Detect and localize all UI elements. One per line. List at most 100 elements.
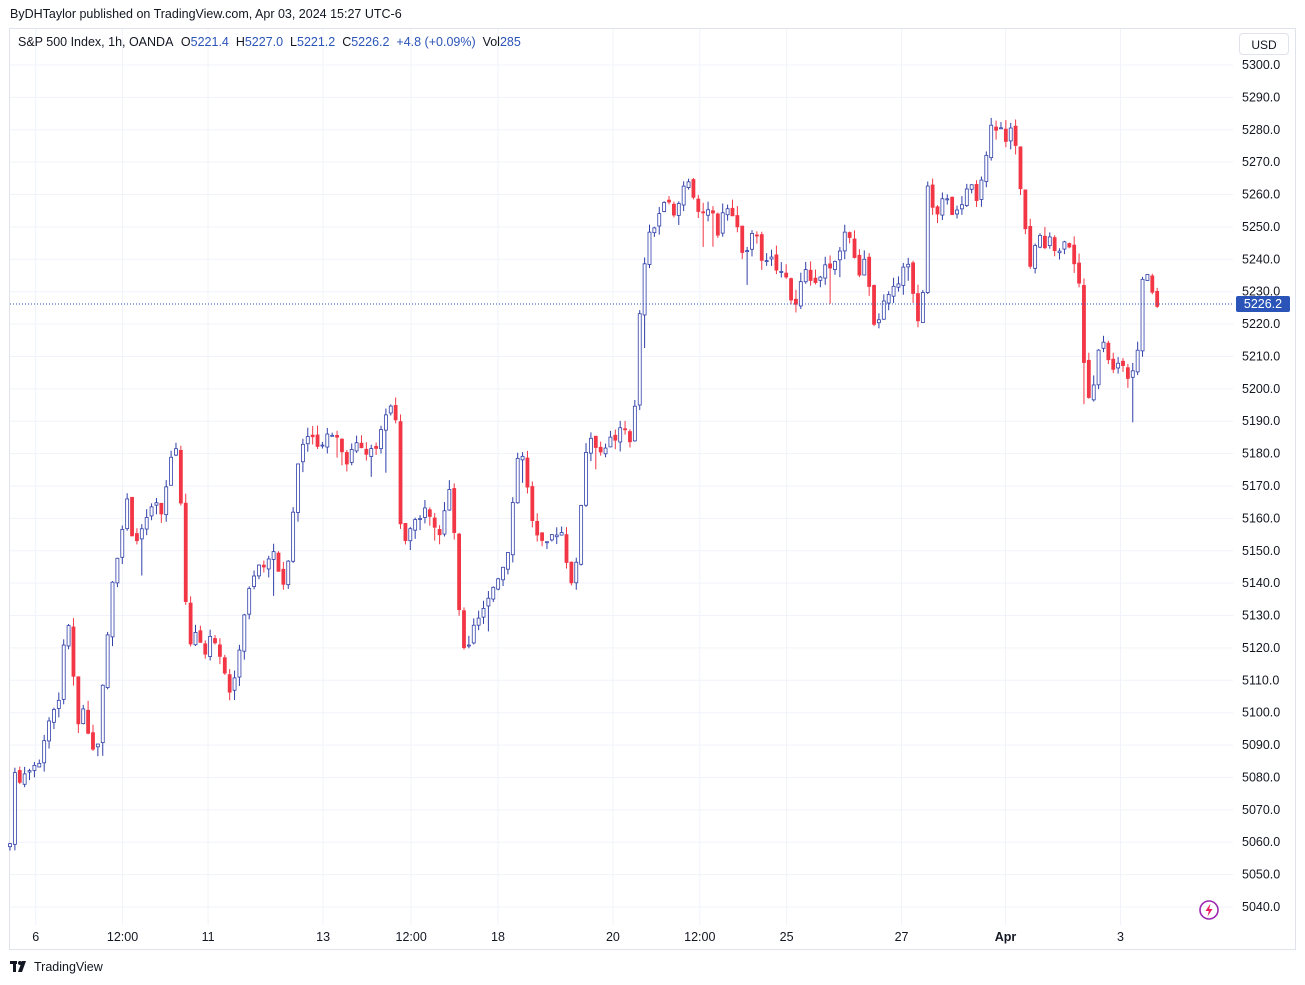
candle-body: [1125, 367, 1130, 379]
y-tick-label: 5270.0: [1242, 155, 1280, 169]
candle-body: [369, 448, 374, 457]
candle-body: [974, 184, 979, 201]
candle-body: [242, 614, 247, 652]
candle-body: [779, 270, 784, 273]
y-tick-label: 5160.0: [1242, 511, 1280, 525]
x-tick-label: 3: [1117, 930, 1124, 944]
currency-button[interactable]: USD: [1239, 33, 1289, 55]
candle-body: [896, 283, 901, 288]
candle-body: [320, 444, 325, 447]
candle-body: [330, 434, 335, 437]
candle-body: [481, 607, 486, 618]
candle-body: [525, 457, 530, 488]
candle-body: [437, 529, 442, 536]
candle-body: [1028, 226, 1033, 267]
candle-body: [740, 225, 745, 253]
candle-body: [681, 185, 686, 206]
candle-body: [911, 262, 915, 294]
candle-body: [359, 442, 364, 449]
candle-body: [213, 638, 217, 644]
candle-body: [979, 179, 984, 200]
candle-body: [374, 445, 379, 449]
candle-body: [906, 263, 911, 268]
volume-label: Vol: [482, 35, 500, 49]
y-tick-label: 5080.0: [1242, 770, 1280, 784]
y-tick-label: 5290.0: [1242, 90, 1280, 104]
candle-body: [1130, 370, 1135, 378]
candle-body: [354, 442, 359, 452]
x-tick-label: 12:00: [107, 930, 138, 944]
candle-series: [8, 117, 1160, 851]
candle-body: [159, 502, 164, 515]
candle-body: [828, 263, 833, 269]
candle-body: [457, 533, 462, 611]
y-tick-label: 5180.0: [1242, 447, 1280, 461]
time-axis: 6 12:00 11 13 12:00 18 20 12:00 25 27 Apr 3: [32, 930, 1124, 944]
candle-body: [862, 258, 867, 276]
candle-body: [623, 428, 627, 431]
candle-body: [130, 496, 134, 537]
candle-body: [847, 232, 852, 238]
candle-body: [506, 552, 510, 570]
x-tick-label: 6: [32, 930, 39, 944]
candle-body: [203, 643, 208, 655]
open-label: O: [180, 35, 191, 49]
candle-body: [564, 534, 569, 563]
y-tick-label: 5130.0: [1242, 609, 1280, 623]
symbol-title: S&P 500 Index, 1h, OANDA: [18, 35, 174, 49]
candle-body: [432, 517, 437, 528]
candle-body: [442, 510, 447, 535]
candle-body: [462, 610, 466, 649]
candle-body: [305, 436, 310, 445]
candle-body: [545, 541, 549, 544]
candle-body: [676, 203, 681, 216]
candle-body: [237, 649, 242, 678]
x-tick-label: 27: [895, 930, 909, 944]
candle-body: [110, 581, 115, 638]
candle-body: [711, 210, 715, 214]
candle-body: [364, 448, 369, 455]
candle-body: [383, 414, 388, 431]
high-value: 5227.0: [244, 35, 284, 49]
candle-body: [940, 198, 945, 216]
candle-body: [81, 708, 86, 725]
candle-body: [1013, 125, 1018, 146]
y-tick-label: 5260.0: [1242, 188, 1280, 202]
lightning-icon[interactable]: [1198, 899, 1220, 921]
candle-body: [515, 457, 520, 504]
candle-body: [886, 294, 891, 304]
chart-frame[interactable]: [9, 28, 1296, 950]
tradingview-logo-icon: [10, 961, 26, 972]
candle-body: [139, 528, 144, 540]
candle-body: [589, 437, 593, 454]
candle-body: [559, 532, 564, 536]
candle-body: [593, 435, 598, 448]
x-tick-label: 11: [202, 930, 215, 944]
symbol-legend: S&P 500 Index, 1h, OANDA O5221.4 H5227.0…: [18, 35, 521, 49]
candle-body: [325, 433, 330, 448]
candle-body: [916, 293, 920, 322]
candle-body: [877, 319, 881, 324]
candle-body: [491, 586, 496, 600]
candle-body: [1023, 189, 1028, 230]
candle-body: [813, 277, 818, 283]
y-tick-label: 5100.0: [1242, 706, 1280, 720]
candle-body: [42, 740, 47, 764]
candle-body: [135, 533, 139, 542]
candle-body: [149, 506, 154, 517]
x-tick-label: 18: [491, 930, 505, 944]
candle-body: [257, 564, 261, 577]
candle-body: [603, 447, 608, 455]
y-tick-label: 5300.0: [1242, 58, 1280, 72]
candle-body: [1140, 278, 1145, 352]
candle-body: [706, 209, 710, 216]
candle-body: [837, 250, 842, 261]
candle-body: [403, 523, 408, 541]
close-label: C: [342, 35, 352, 49]
candle-body: [759, 234, 764, 261]
candle-body: [569, 561, 574, 584]
candle-body: [76, 676, 81, 725]
publisher-line: ByDHTaylor published on TradingView.com,…: [10, 7, 402, 21]
change-value: +4.8 (+0.09%): [396, 35, 476, 49]
